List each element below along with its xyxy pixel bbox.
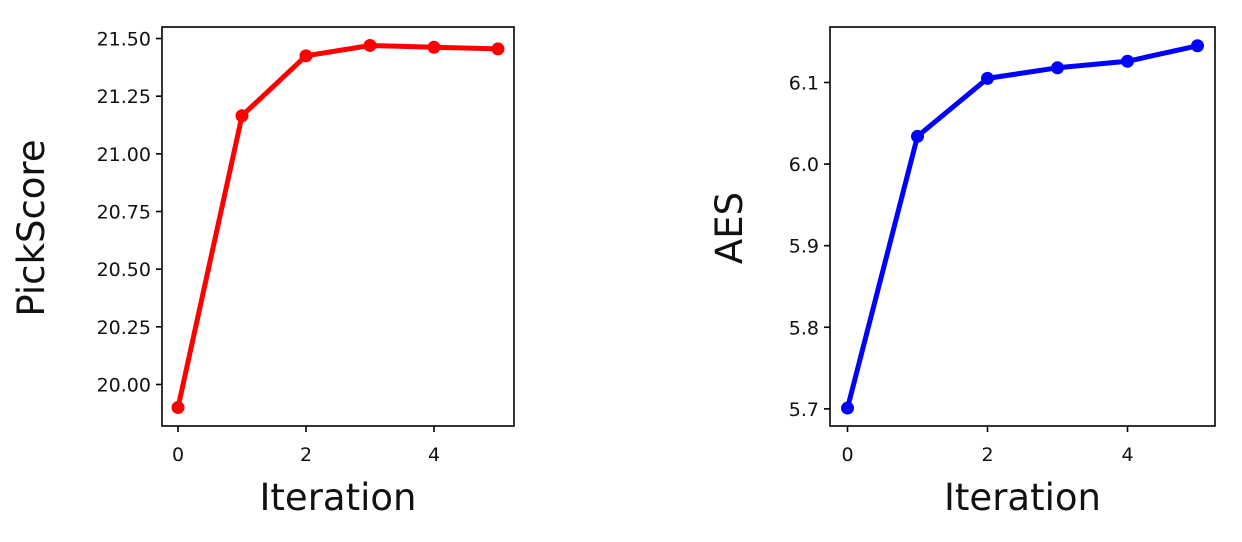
data-point bbox=[235, 109, 249, 123]
data-point bbox=[491, 42, 505, 56]
plot-frame bbox=[161, 26, 515, 427]
x-tick-label: 4 bbox=[1121, 444, 1133, 466]
y-tick-label: 21.25 bbox=[97, 86, 151, 108]
data-point bbox=[1191, 39, 1204, 53]
plot-frame bbox=[829, 26, 1216, 427]
data-point bbox=[1051, 61, 1064, 75]
x-tick-label: 2 bbox=[300, 444, 312, 466]
y-tick-label: 20.75 bbox=[97, 202, 151, 224]
x-tick-label: 0 bbox=[841, 444, 853, 466]
x-tick-label: 0 bbox=[172, 444, 184, 466]
y-axis-label: AES bbox=[708, 192, 751, 264]
series-line bbox=[845, 43, 1200, 411]
y-tick-label: 20.50 bbox=[97, 259, 151, 281]
y-tick-label: 20.00 bbox=[97, 374, 151, 396]
y-tick-label: 21.50 bbox=[97, 29, 151, 51]
y-tick-label: 5.8 bbox=[789, 317, 819, 339]
x-tick-label: 4 bbox=[428, 444, 440, 466]
x-axis-label: Iteration bbox=[260, 476, 417, 519]
data-point bbox=[363, 38, 377, 52]
data-point bbox=[171, 401, 185, 415]
data-point bbox=[911, 129, 924, 143]
y-tick-label: 6.0 bbox=[789, 154, 819, 176]
y-tick-label: 6.1 bbox=[789, 72, 819, 94]
y-tick-label: 21.00 bbox=[97, 144, 151, 166]
data-point bbox=[841, 401, 854, 415]
x-tick-label: 2 bbox=[981, 444, 993, 466]
y-tick-label: 5.9 bbox=[789, 236, 819, 258]
y-tick-label: 20.25 bbox=[97, 317, 151, 339]
series-line bbox=[175, 43, 501, 410]
data-point bbox=[427, 40, 441, 54]
chart-panel-1: 0 2 4 20.00 20.25 20.50 20.75 21.00 21.25 21.50 It… bbox=[10, 26, 515, 519]
data-point bbox=[1121, 54, 1134, 68]
y-tick-label: 5.7 bbox=[789, 399, 819, 421]
data-point bbox=[299, 49, 313, 63]
y-axis-label: PickScore bbox=[10, 139, 53, 316]
data-point bbox=[981, 71, 994, 85]
x-axis-label: Iteration bbox=[944, 476, 1101, 519]
chart-panel-2: 0 2 4 5.7 5.8 5.9 6.0 6.1 Iteration AES bbox=[708, 26, 1216, 519]
